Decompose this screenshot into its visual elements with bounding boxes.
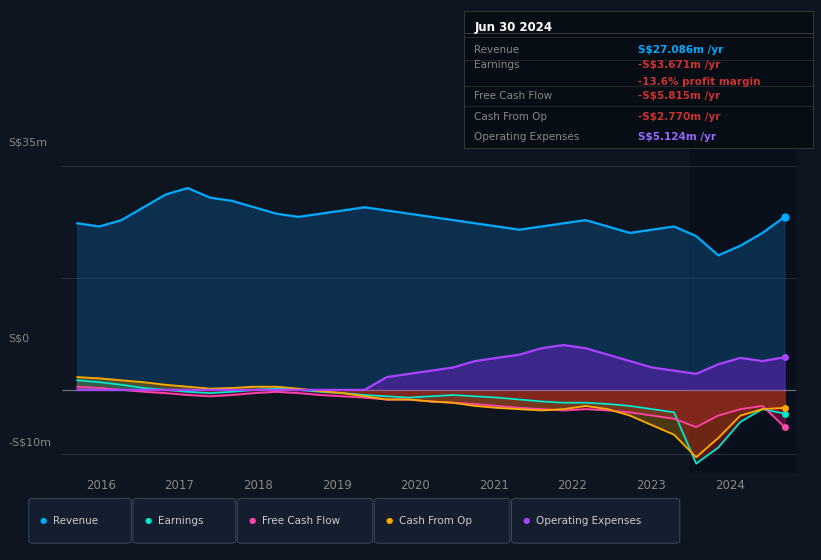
Text: ●: ● — [386, 516, 392, 525]
Text: -S$3.671m /yr: -S$3.671m /yr — [639, 60, 721, 71]
Text: Free Cash Flow: Free Cash Flow — [262, 516, 340, 526]
Text: ●: ● — [40, 516, 47, 525]
Text: -S$10m: -S$10m — [8, 437, 51, 447]
Text: Operating Expenses: Operating Expenses — [536, 516, 641, 526]
Text: Revenue: Revenue — [53, 516, 99, 526]
Text: S$27.086m /yr: S$27.086m /yr — [639, 45, 723, 55]
Text: -13.6% profit margin: -13.6% profit margin — [639, 77, 761, 87]
Text: ●: ● — [249, 516, 255, 525]
Text: -S$2.770m /yr: -S$2.770m /yr — [639, 112, 721, 122]
Text: Earnings: Earnings — [475, 60, 520, 71]
Text: Revenue: Revenue — [475, 45, 520, 55]
Text: Earnings: Earnings — [158, 516, 203, 526]
Text: S$35m: S$35m — [8, 138, 48, 148]
Text: Jun 30 2024: Jun 30 2024 — [475, 21, 553, 34]
Text: Operating Expenses: Operating Expenses — [475, 132, 580, 142]
Text: S$5.124m /yr: S$5.124m /yr — [639, 132, 717, 142]
Bar — [690, 140, 796, 473]
Text: Cash From Op: Cash From Op — [475, 112, 548, 122]
Text: S$0: S$0 — [8, 334, 30, 344]
Text: Cash From Op: Cash From Op — [399, 516, 472, 526]
Text: ●: ● — [523, 516, 530, 525]
Text: -S$5.815m /yr: -S$5.815m /yr — [639, 91, 721, 101]
Text: ●: ● — [144, 516, 151, 525]
Text: Free Cash Flow: Free Cash Flow — [475, 91, 553, 101]
